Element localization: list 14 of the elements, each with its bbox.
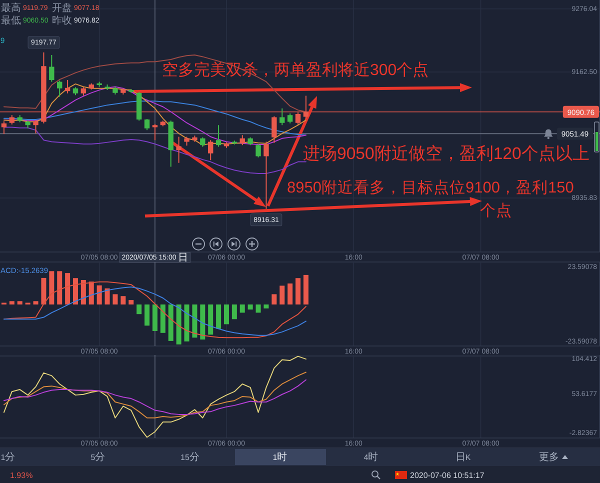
annotation: 开盘	[52, 2, 72, 14]
annotation: 最低	[1, 15, 21, 26]
text: 15分	[180, 450, 200, 462]
annotation: 进场9050附近做空，盈利120个点以上	[303, 144, 590, 162]
text: 4时	[364, 450, 378, 462]
text: 1.93%	[10, 470, 33, 480]
text: 2020-07-06 10:51:17	[410, 470, 485, 480]
text: 5分	[90, 450, 106, 462]
text: 1分	[0, 450, 16, 462]
text: 更多	[539, 450, 559, 462]
annotation: 最高	[1, 2, 21, 14]
text: 日K	[455, 452, 472, 462]
text: 1时	[272, 450, 288, 462]
annotation: 昨收	[52, 14, 72, 26]
